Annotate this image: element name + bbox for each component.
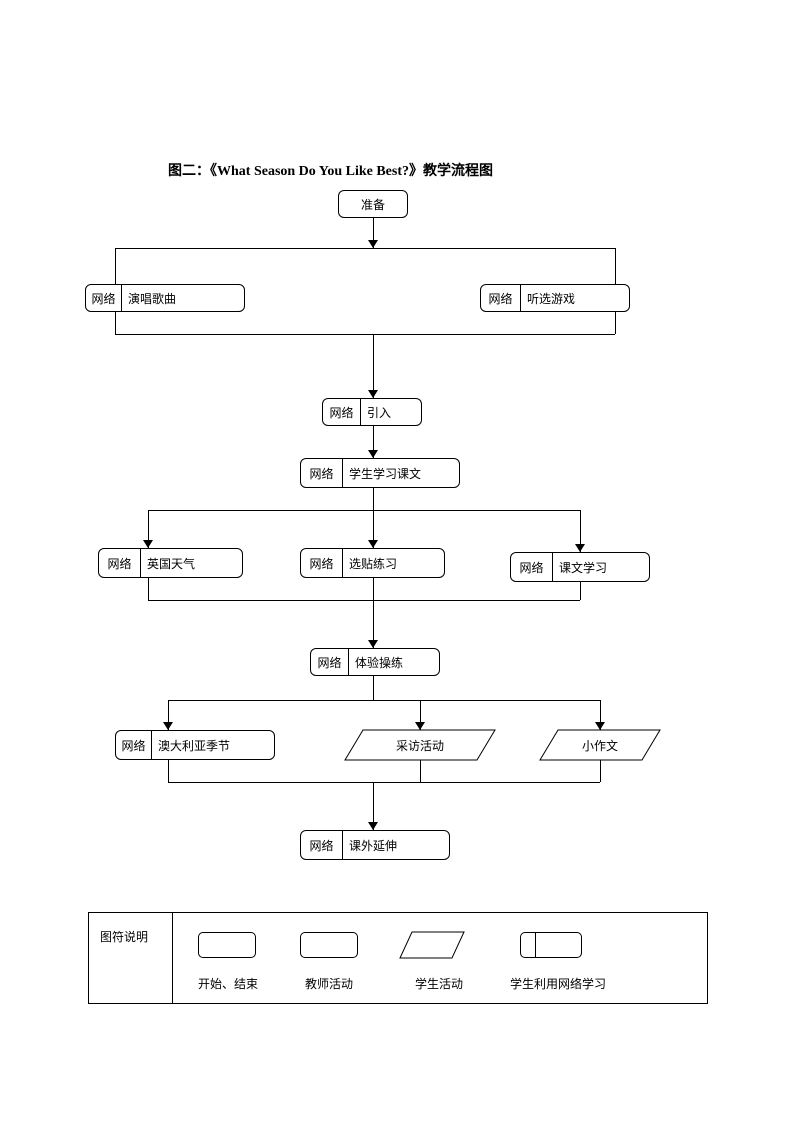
edge [168, 700, 600, 701]
edge [373, 334, 374, 398]
legend-shape-teacher [300, 932, 358, 958]
legend-label-teacher: 教师活动 [305, 975, 353, 992]
node-essay-label: 小作文 [540, 730, 660, 760]
node-text-study: 网络 课文学习 [510, 552, 650, 582]
node-label: 引入 [361, 404, 421, 421]
legend-box [88, 912, 708, 1004]
node-start-label: 准备 [361, 196, 385, 213]
node-listen-game: 网络 听选游戏 [480, 284, 630, 312]
node-label: 课文学习 [553, 559, 649, 576]
tag-network: 网络 [86, 285, 122, 311]
tag-network: 网络 [301, 459, 343, 487]
legend-shape-start [198, 932, 256, 958]
edge [580, 582, 581, 600]
edge [115, 312, 116, 334]
edge [148, 578, 149, 600]
node-label: 体验操练 [349, 654, 439, 671]
flowchart-canvas: 图二：《What Season Do You Like Best?》教学流程图 … [0, 0, 800, 1132]
tag-network: 网络 [323, 399, 361, 425]
arrow-icon [368, 640, 378, 648]
node-label: 学生学习课文 [343, 465, 459, 482]
edge [373, 578, 374, 600]
arrow-icon [368, 240, 378, 248]
node-label: 课外延伸 [343, 837, 449, 854]
arrow-icon [368, 390, 378, 398]
node-study-text: 网络 学生学习课文 [300, 458, 460, 488]
node-practice: 网络 体验操练 [310, 648, 440, 676]
tag-network: 网络 [511, 553, 553, 581]
edge [148, 510, 580, 511]
edge [115, 248, 116, 284]
tag-network: 网络 [301, 831, 343, 859]
tag-network: 网络 [116, 731, 152, 759]
tag-network: 网络 [99, 549, 141, 577]
node-start: 准备 [338, 190, 408, 218]
edge [420, 760, 421, 782]
legend-shape-student [400, 932, 464, 958]
tag-network: 网络 [311, 649, 349, 675]
node-label: 英国天气 [141, 555, 242, 572]
arrow-icon [595, 722, 605, 730]
legend-title: 图符说明 [100, 928, 148, 945]
figure-title: 图二：《What Season Do You Like Best?》教学流程图 [168, 160, 493, 180]
edge [373, 488, 374, 510]
edge [115, 334, 615, 335]
node-australia-season: 网络 澳大利亚季节 [115, 730, 275, 760]
node-extend: 网络 课外延伸 [300, 830, 450, 860]
node-paste-exercise: 网络 选贴练习 [300, 548, 445, 578]
tag-network: 网络 [301, 549, 343, 577]
arrow-icon [163, 722, 173, 730]
arrow-icon [368, 822, 378, 830]
arrow-icon [368, 540, 378, 548]
legend-label-network: 学生利用网络学习 [510, 975, 606, 992]
tag-network: 网络 [481, 285, 521, 311]
node-label: 选贴练习 [343, 555, 444, 572]
node-intro: 网络 引入 [322, 398, 422, 426]
node-label: 演唱歌曲 [122, 290, 244, 307]
legend-divider [172, 912, 173, 1004]
edge [615, 312, 616, 334]
arrow-icon [368, 450, 378, 458]
edge [615, 248, 616, 284]
node-interview-label: 采访活动 [345, 730, 495, 760]
edge [600, 760, 601, 782]
node-uk-weather: 网络 英国天气 [98, 548, 243, 578]
arrow-icon [575, 544, 585, 552]
legend-label-student: 学生活动 [415, 975, 463, 992]
node-sing-song: 网络 演唱歌曲 [85, 284, 245, 312]
legend-shape-network [520, 932, 582, 958]
arrow-icon [415, 722, 425, 730]
legend-label-start: 开始、结束 [198, 975, 258, 992]
node-label: 听选游戏 [521, 290, 629, 307]
edge [168, 782, 600, 783]
edge [115, 248, 615, 249]
node-label: 澳大利亚季节 [152, 737, 274, 754]
arrow-icon [143, 540, 153, 548]
edge [168, 760, 169, 782]
edge [373, 676, 374, 700]
edge [148, 600, 580, 601]
